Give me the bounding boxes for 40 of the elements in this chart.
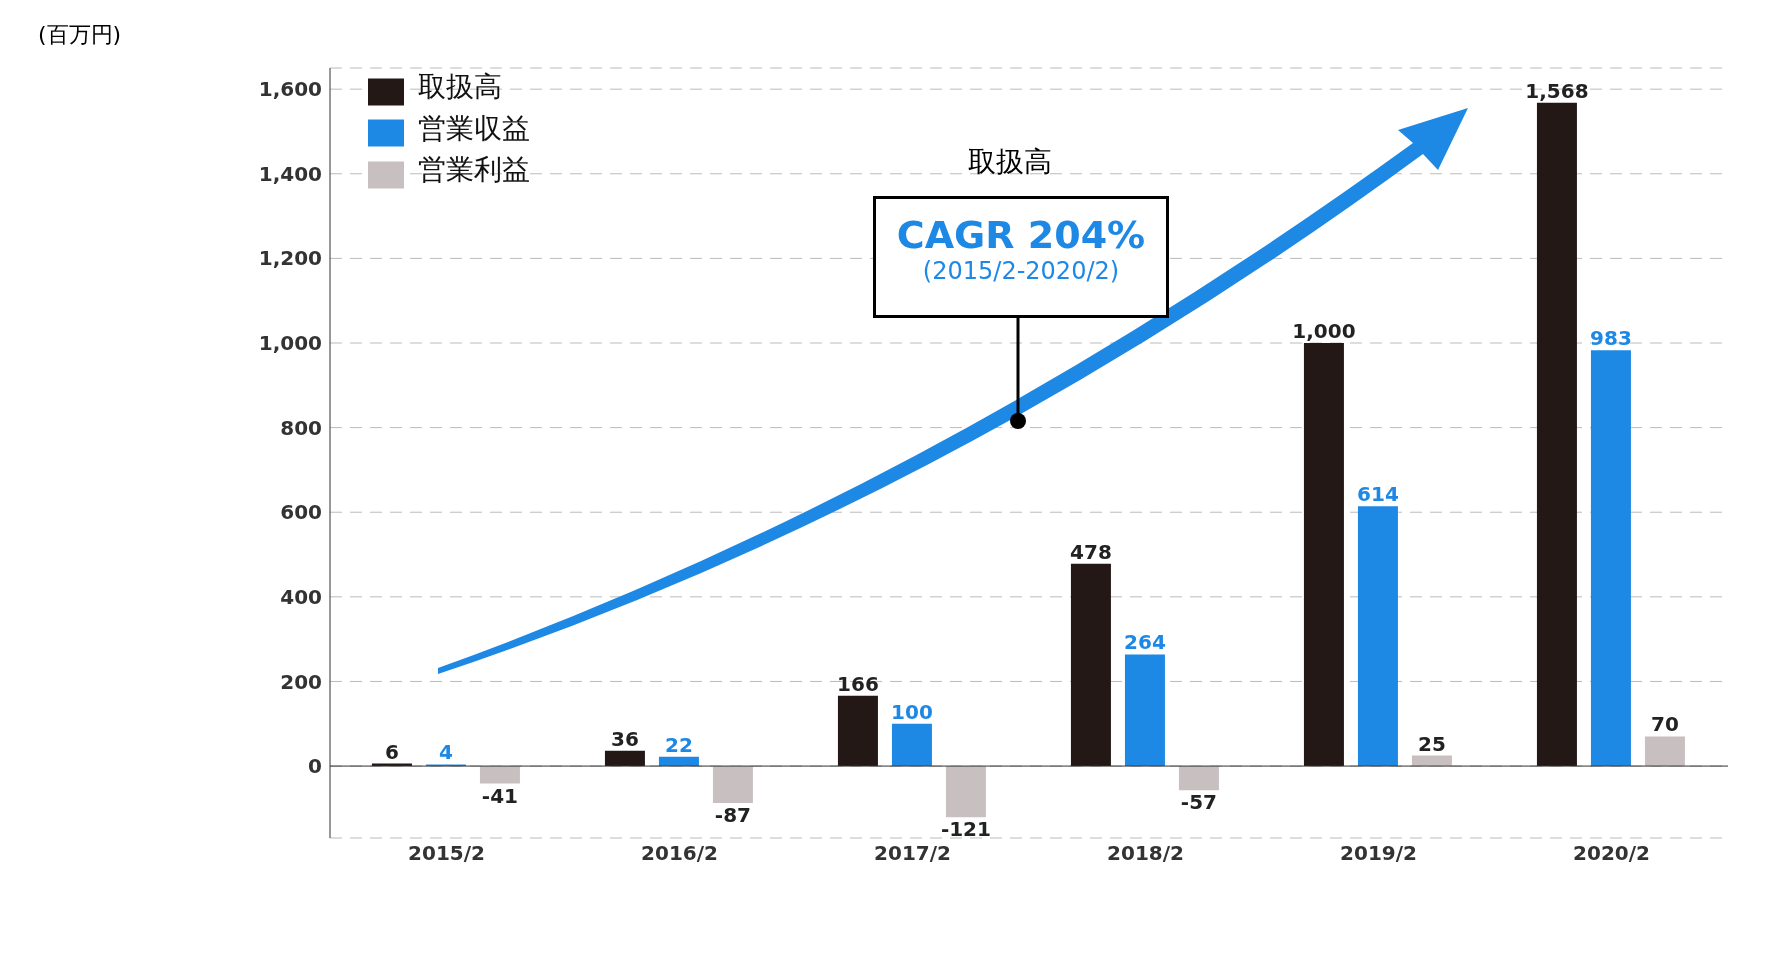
data-label: 25	[1418, 731, 1446, 756]
annotation: 取扱高	[968, 144, 1052, 180]
data-label: -57	[1180, 790, 1218, 815]
annotation: CAGR 204%	[895, 213, 1147, 257]
data-label: 1,568	[1525, 78, 1589, 103]
legend-label: 営業利益	[418, 153, 530, 186]
y-tick-label: 800	[280, 415, 322, 440]
x-tick-label: 2016/2	[641, 841, 718, 866]
annotation: (2015/2-2020/2)	[921, 257, 1121, 285]
x-tick-label: 2017/2	[874, 841, 951, 866]
x-tick-label: 2020/2	[1573, 841, 1650, 866]
y-tick-label: 600	[280, 500, 322, 525]
y-tick-label: 0	[308, 754, 322, 779]
x-tick-label: 2018/2	[1107, 841, 1184, 866]
y-tick-label: 400	[280, 584, 322, 609]
y-tick-label: 1,000	[258, 331, 322, 356]
data-label: 478	[1070, 539, 1112, 564]
data-label: 264	[1124, 630, 1166, 655]
data-label: -121	[940, 817, 991, 842]
data-label: 983	[1590, 326, 1632, 351]
data-label: 22	[665, 732, 693, 757]
legend-label: 取扱高	[418, 70, 502, 103]
data-label: 70	[1651, 712, 1679, 737]
y-tick-label: 1,600	[258, 77, 322, 102]
x-tick-label: 2015/2	[408, 841, 485, 866]
y-tick-label: 1,400	[258, 161, 322, 186]
x-tick-label: 2019/2	[1340, 841, 1417, 866]
y-tick-label: 1,200	[258, 246, 322, 271]
data-label: -41	[481, 783, 519, 808]
data-label: 1,000	[1292, 319, 1356, 343]
text: (百万円)	[38, 21, 122, 49]
legend-label: 営業収益	[418, 111, 530, 145]
data-label: 4	[438, 740, 453, 765]
data-label: -87	[714, 803, 752, 828]
data-label: 100	[891, 699, 933, 724]
data-label: 36	[611, 726, 639, 751]
data-label: 614	[1357, 482, 1399, 507]
data-label: 166	[837, 671, 879, 696]
data-label: 6	[384, 739, 399, 764]
y-tick-label: 200	[280, 669, 322, 694]
